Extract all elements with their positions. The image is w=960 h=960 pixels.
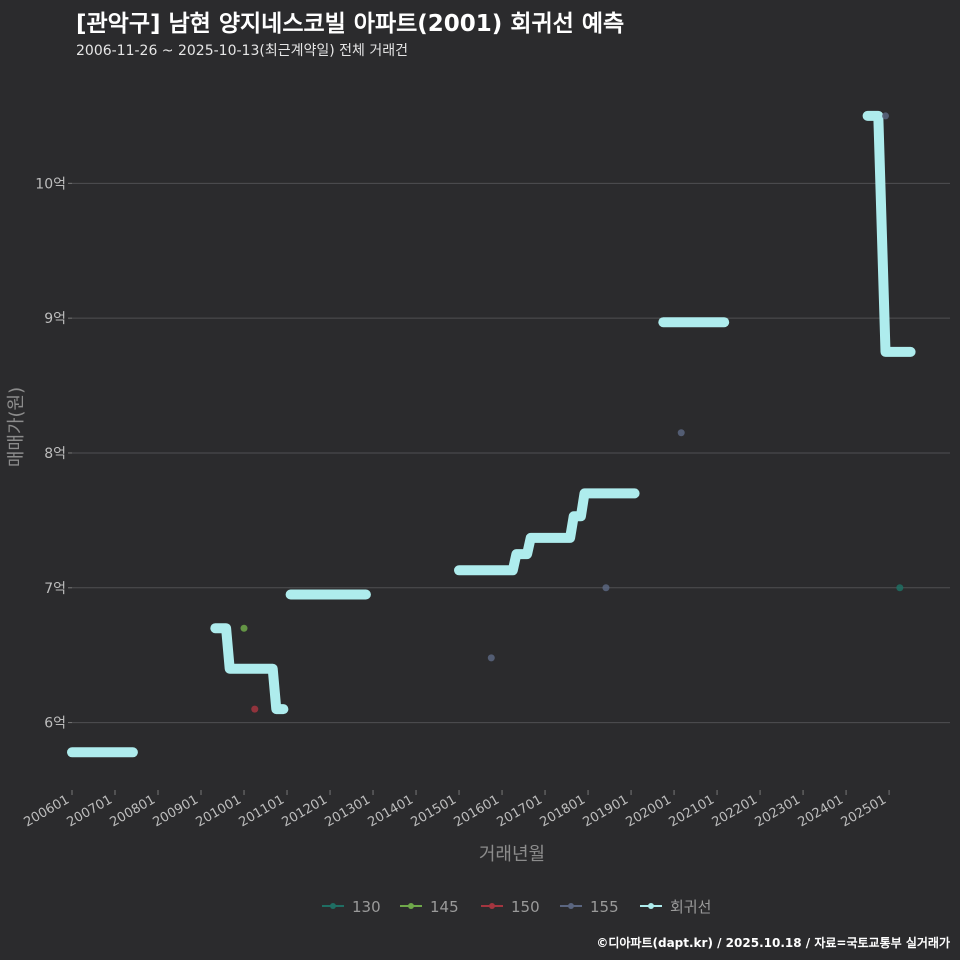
x-tick-label: 202301 xyxy=(753,792,803,830)
x-tick-label: 202201 xyxy=(710,792,760,830)
data-point-150 xyxy=(251,705,259,713)
x-tick-label: 201201 xyxy=(280,792,330,830)
legend-item-145: 145 xyxy=(400,898,459,916)
x-axis-ticks: 2006012007012008012009012010012011012012… xyxy=(22,790,890,830)
legend: 130 145 150 155 회귀선 xyxy=(322,898,711,916)
y-tick-label: 9억 xyxy=(44,311,66,327)
legend-label: 130 xyxy=(352,898,381,916)
data-points xyxy=(240,112,904,713)
gridlines xyxy=(72,182,950,724)
x-tick-label: 202001 xyxy=(624,792,674,830)
legend-item-155: 155 xyxy=(560,898,619,916)
data-point-155 xyxy=(602,584,610,592)
legend-swatch-dot xyxy=(489,903,495,909)
x-tick-label: 202401 xyxy=(796,792,846,830)
chart-title: [관악구] 남현 양지네스코빌 아파트(2001) 회귀선 예측 xyxy=(76,11,625,37)
x-tick-label: 201401 xyxy=(366,792,416,830)
x-tick-label: 202501 xyxy=(839,792,889,830)
y-axis-title: 매매가(원) xyxy=(6,387,27,467)
legend-swatch-dot xyxy=(568,903,574,909)
x-tick-label: 201501 xyxy=(409,792,459,830)
legend-item-130: 130 xyxy=(322,898,381,916)
x-tick-label: 201801 xyxy=(538,792,588,830)
y-axis-ticks: 6억 7억 8억 9억 10억 xyxy=(35,176,72,732)
source-caption: ©디아파트(dapt.kr) / 2025.10.18 / 자료=국토교통부 실… xyxy=(596,936,950,950)
y-tick-label: 10억 xyxy=(35,176,66,192)
regression-segment xyxy=(454,488,640,576)
x-tick-label: 201701 xyxy=(495,792,545,830)
legend-label: 155 xyxy=(590,898,619,916)
data-point-155 xyxy=(881,112,889,120)
legend-label: 145 xyxy=(430,898,459,916)
x-tick-label: 200901 xyxy=(151,792,201,830)
x-tick-label: 201001 xyxy=(194,792,244,830)
x-axis-title: 거래년월 xyxy=(479,844,545,865)
legend-label: 회귀선 xyxy=(670,898,711,916)
y-tick-label: 8억 xyxy=(44,446,66,462)
regression-segment xyxy=(862,110,916,357)
legend-item-150: 150 xyxy=(481,898,540,916)
regression-segment xyxy=(210,623,289,715)
data-point-130 xyxy=(896,584,904,592)
chart-subtitle: 2006-11-26 ~ 2025-10-13(최근계약일) 전체 거래건 xyxy=(76,43,408,59)
x-tick-label: 201901 xyxy=(581,792,631,830)
x-tick-label: 201101 xyxy=(237,792,287,830)
regression-lines xyxy=(67,110,916,758)
legend-swatch-dot xyxy=(408,903,414,909)
data-point-155 xyxy=(677,429,685,437)
legend-swatch-dot xyxy=(330,903,336,909)
data-point-145 xyxy=(240,624,248,632)
x-tick-label: 201601 xyxy=(452,792,502,830)
x-tick-label: 200701 xyxy=(65,792,115,830)
legend-swatch-dot xyxy=(648,903,654,909)
data-point-155 xyxy=(487,654,495,662)
x-tick-label: 202101 xyxy=(667,792,717,830)
x-tick-label: 200601 xyxy=(22,792,72,830)
legend-item-회귀선: 회귀선 xyxy=(640,898,711,916)
x-tick-label: 201301 xyxy=(323,792,373,830)
y-tick-label: 6억 xyxy=(44,716,66,732)
y-tick-label: 7억 xyxy=(44,581,66,597)
legend-label: 150 xyxy=(511,898,540,916)
x-tick-label: 200801 xyxy=(108,792,158,830)
